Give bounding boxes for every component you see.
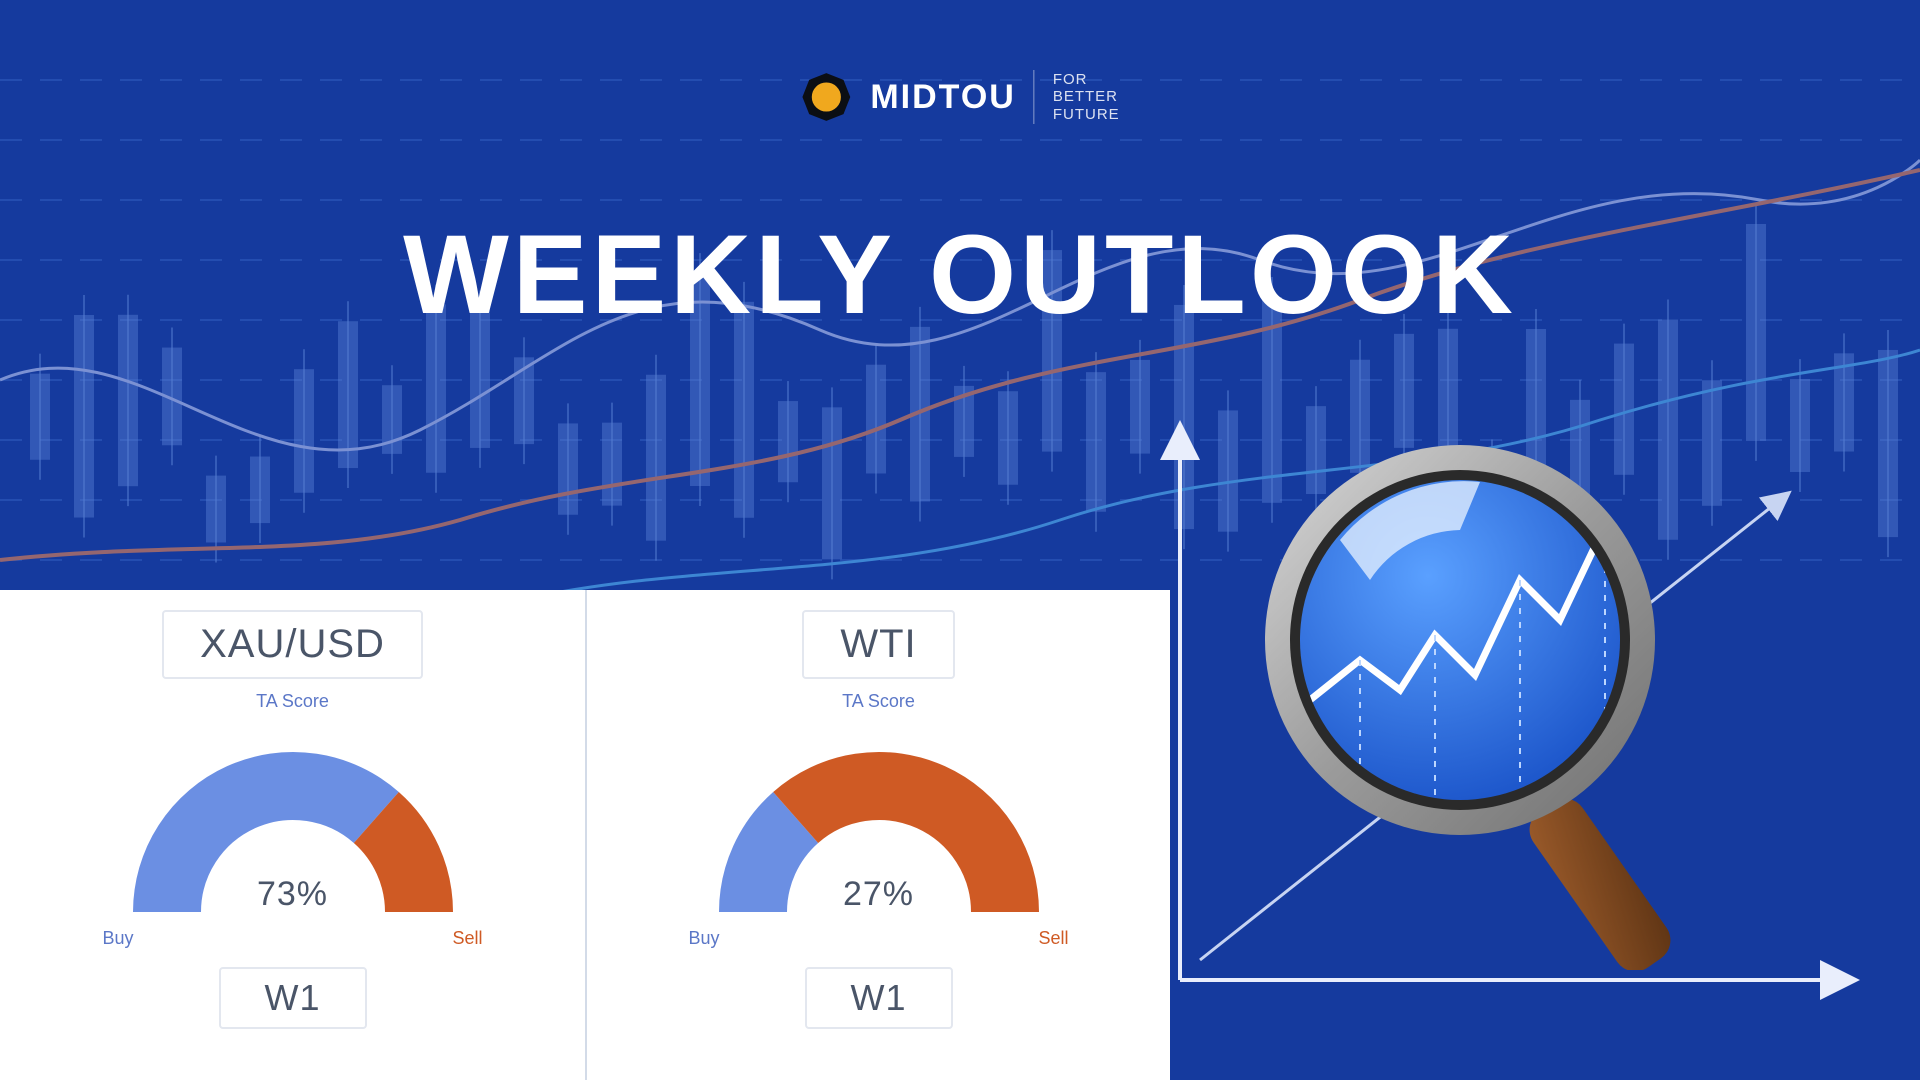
timeframe-label: W1 [805,967,953,1029]
gauge-chart: 73% [103,722,483,922]
timeframe-label: W1 [219,967,367,1029]
gauge-card-wti: WTI TA Score 27% Buy Sell W1 [585,590,1170,1080]
brand-logo: MIDTOU FORBETTERFUTURE [800,70,1119,124]
brand-tagline: FORBETTERFUTURE [1053,71,1120,123]
magnifier-icon [1250,430,1710,970]
brand-divider [1034,70,1035,124]
brand-name: MIDTOU [870,78,1015,117]
buy-label: Buy [103,928,134,949]
gauge-axis-labels: Buy Sell [689,928,1069,949]
sell-label: Sell [1038,928,1068,949]
symbol-label: WTI [802,610,954,679]
gauge-percent: 27% [843,875,914,914]
gauge-axis-labels: Buy Sell [103,928,483,949]
gauge-chart: 27% [689,722,1069,922]
gauge-percent: 73% [257,875,328,914]
symbol-label: XAU/USD [162,610,423,679]
sell-label: Sell [452,928,482,949]
brand-badge-icon [800,71,852,123]
gauge-panel: XAU/USD TA Score 73% Buy Sell W1 WTI TA … [0,590,1170,1080]
gauge-card-xauusd: XAU/USD TA Score 73% Buy Sell W1 [0,590,585,1080]
ta-caption: TA Score [256,691,329,712]
buy-label: Buy [689,928,720,949]
ta-caption: TA Score [842,691,915,712]
page-title: WEEKLY OUTLOOK [403,210,1517,339]
